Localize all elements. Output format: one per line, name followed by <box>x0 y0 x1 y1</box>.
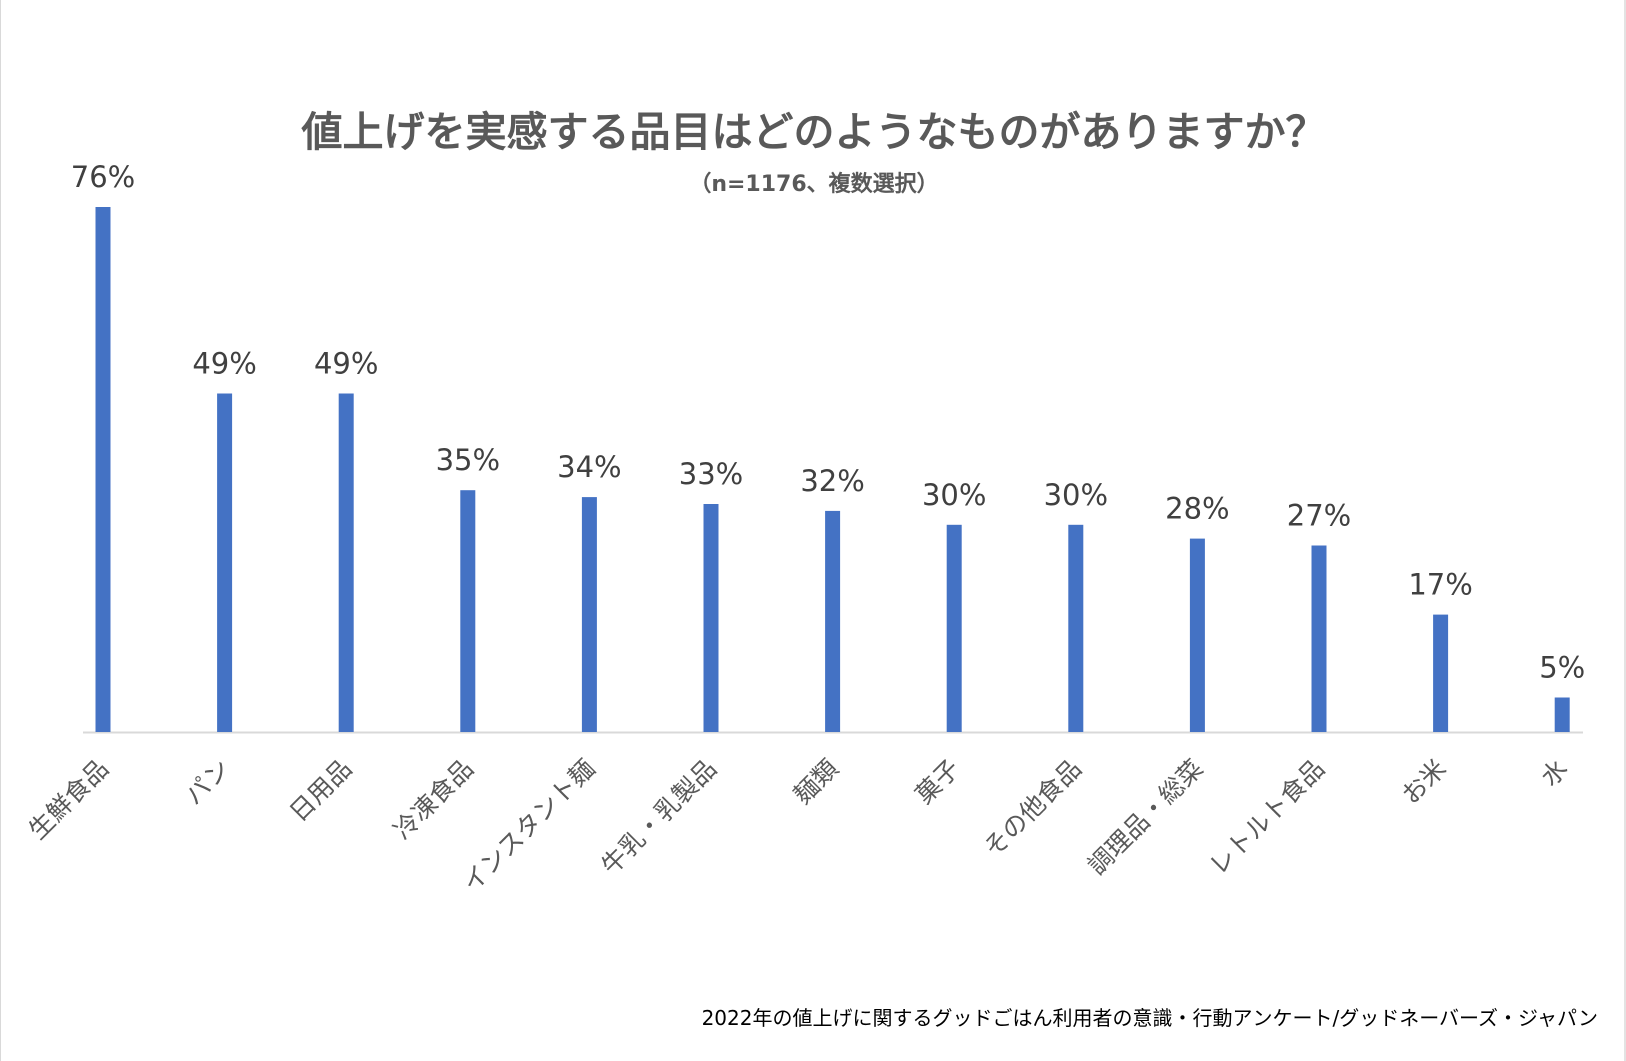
chart-subtitle: （n=1176、複数選択） <box>689 172 939 197</box>
category-label: 麺類 <box>788 754 844 810</box>
category-label: 日用品 <box>284 754 358 828</box>
bar <box>1189 538 1205 732</box>
bar <box>1554 697 1570 732</box>
category-label: 調理品・総菜 <box>1082 754 1209 881</box>
data-label: 30% <box>1044 478 1108 512</box>
category-label: 生鮮食品 <box>23 754 114 845</box>
bar <box>581 497 597 732</box>
category-label: 菓子 <box>910 754 966 810</box>
data-label: 33% <box>679 457 743 491</box>
bar <box>1433 614 1449 732</box>
data-label: 34% <box>557 450 621 484</box>
category-label: パン <box>179 754 236 811</box>
category-label: その他食品 <box>978 754 1087 863</box>
category-label: お米 <box>1396 754 1452 810</box>
data-label: 27% <box>1287 499 1351 533</box>
bar <box>946 524 962 732</box>
data-label: 35% <box>436 443 500 477</box>
bar <box>460 490 476 732</box>
category-label: インスタント麺 <box>457 754 601 898</box>
bar <box>95 207 111 732</box>
data-label: 32% <box>800 464 864 498</box>
data-label: 28% <box>1165 492 1229 526</box>
source-note: 2022年の値上げに関するグッドごはん利用者の意識・行動アンケート/グッドネーバ… <box>701 1006 1598 1030</box>
bar <box>1068 524 1084 732</box>
category-label: 水 <box>1535 754 1573 792</box>
data-label: 49% <box>192 347 256 381</box>
data-label: 17% <box>1408 568 1472 602</box>
bar <box>825 510 841 732</box>
category-label: 冷凍食品 <box>388 754 479 845</box>
category-label: レトルト食品 <box>1204 754 1331 881</box>
bar <box>1311 545 1327 732</box>
bar <box>703 504 719 732</box>
bar <box>338 393 354 732</box>
chart-title: 値上げを実感する品目はどのようなものがありますか？ <box>301 108 1327 156</box>
data-label: 5% <box>1539 651 1585 685</box>
bar <box>217 393 233 732</box>
data-label: 49% <box>314 347 378 381</box>
category-label: 牛乳・乳製品 <box>596 754 723 881</box>
data-label: 30% <box>922 478 986 512</box>
data-label: 76% <box>71 160 135 194</box>
